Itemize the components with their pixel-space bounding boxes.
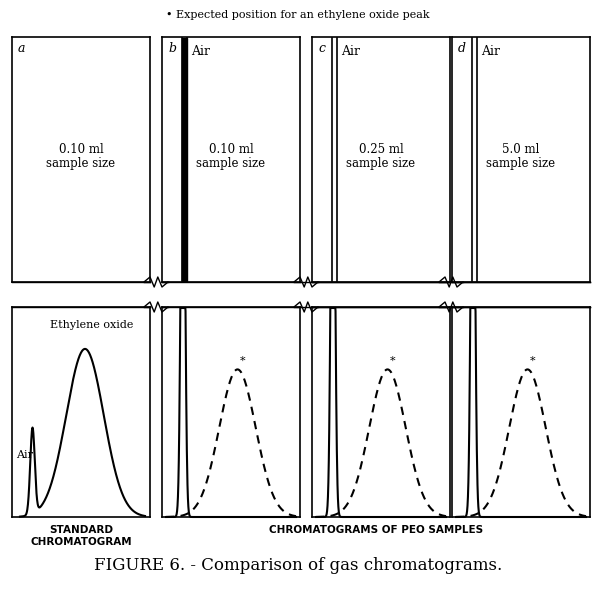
Text: Ethylene oxide: Ethylene oxide xyxy=(50,320,134,330)
Text: *: * xyxy=(529,355,535,365)
Text: c: c xyxy=(318,42,325,55)
Text: b: b xyxy=(168,42,176,55)
Text: d: d xyxy=(458,42,466,55)
Text: 0.25 ml: 0.25 ml xyxy=(359,143,403,156)
Text: 0.10 ml: 0.10 ml xyxy=(209,143,253,156)
Text: 5.0 ml: 5.0 ml xyxy=(502,143,540,156)
Text: CHROMATOGRAM: CHROMATOGRAM xyxy=(30,537,132,547)
Text: STANDARD: STANDARD xyxy=(49,525,113,535)
Text: 0.10 ml: 0.10 ml xyxy=(58,143,103,156)
Text: sample size: sample size xyxy=(46,157,116,170)
Text: Air: Air xyxy=(191,45,210,58)
Text: Air: Air xyxy=(17,451,33,461)
Text: Air: Air xyxy=(481,45,500,58)
Text: sample size: sample size xyxy=(197,157,266,170)
Text: Air: Air xyxy=(341,45,360,58)
Text: sample size: sample size xyxy=(486,157,555,170)
Text: *: * xyxy=(390,355,395,365)
Text: a: a xyxy=(18,42,26,55)
Text: FIGURE 6. - Comparison of gas chromatograms.: FIGURE 6. - Comparison of gas chromatogr… xyxy=(94,557,502,574)
Text: sample size: sample size xyxy=(346,157,415,170)
Text: • Expected position for an ethylene oxide peak: • Expected position for an ethylene oxid… xyxy=(166,10,430,20)
Text: *: * xyxy=(240,355,245,365)
Text: CHROMATOGRAMS OF PEO SAMPLES: CHROMATOGRAMS OF PEO SAMPLES xyxy=(269,525,483,535)
